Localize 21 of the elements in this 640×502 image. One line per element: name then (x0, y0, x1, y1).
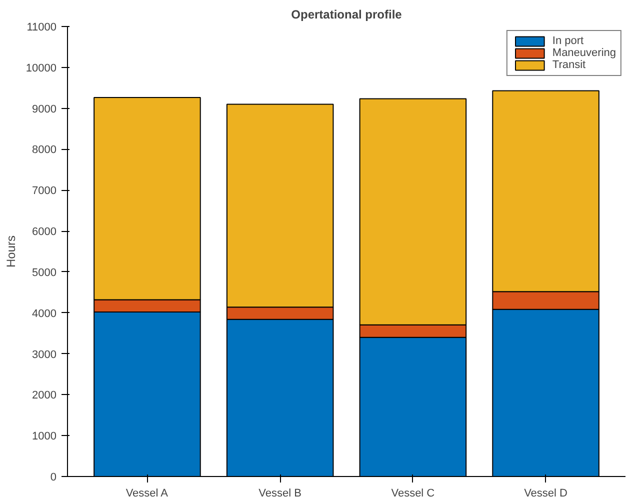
x-tick-label: Vessel D (524, 488, 568, 500)
y-tick-label: 1000 (32, 430, 57, 443)
legend-label: In port (552, 35, 584, 47)
y-tick-label: 7000 (32, 185, 57, 198)
y-tick-label: 4000 (32, 308, 57, 320)
y-tick-label: 11000 (26, 22, 57, 34)
y-tick-label: 9000 (32, 103, 57, 116)
legend-label: Transit (552, 59, 586, 71)
x-tick-label: Vessel C (391, 488, 435, 500)
y-tick-label: 2000 (32, 390, 57, 402)
y-tick-label: 5000 (32, 266, 57, 279)
y-axis-title: Hours (4, 235, 18, 268)
x-tick-label: Vessel B (258, 488, 302, 500)
y-tick-label: 3000 (32, 348, 57, 361)
x-tick-label: Vessel A (126, 488, 169, 500)
y-tick-label: 10000 (26, 62, 57, 74)
y-tick-label: 0 (50, 472, 57, 484)
y-tick-label: 6000 (32, 226, 57, 238)
legend-label: Maneuvering (552, 47, 616, 59)
chart-title: Opertational profile (291, 8, 402, 22)
y-tick-label: 8000 (32, 144, 57, 156)
